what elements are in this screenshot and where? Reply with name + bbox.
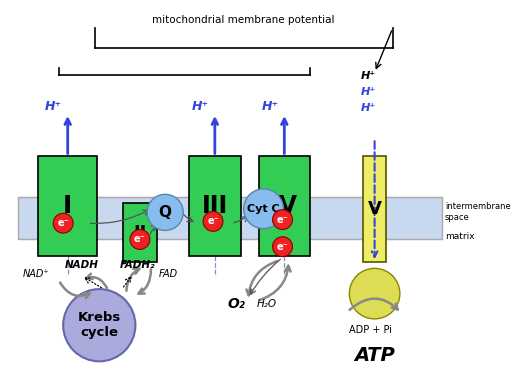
Text: H⁺: H⁺ bbox=[361, 103, 376, 113]
Text: Krebs
cycle: Krebs cycle bbox=[78, 311, 121, 339]
Text: mitochondrial membrane potential: mitochondrial membrane potential bbox=[153, 15, 335, 24]
Text: e⁻: e⁻ bbox=[207, 217, 219, 227]
Text: Q: Q bbox=[159, 205, 172, 220]
Text: intermembrane
space: intermembrane space bbox=[445, 202, 511, 222]
Bar bbox=[363, 156, 387, 262]
Circle shape bbox=[130, 230, 150, 249]
Text: e⁻: e⁻ bbox=[276, 215, 288, 225]
Circle shape bbox=[272, 210, 292, 230]
Circle shape bbox=[53, 213, 73, 233]
Bar bbox=[123, 203, 157, 262]
Text: ADP + Pi: ADP + Pi bbox=[349, 325, 392, 335]
Bar bbox=[18, 197, 442, 240]
Text: H⁺: H⁺ bbox=[45, 100, 62, 113]
Text: I: I bbox=[63, 194, 72, 218]
Text: V: V bbox=[368, 200, 381, 218]
Circle shape bbox=[272, 237, 292, 257]
Text: O₂: O₂ bbox=[227, 298, 245, 311]
Text: H⁺: H⁺ bbox=[361, 71, 376, 81]
Text: II: II bbox=[133, 224, 146, 242]
Text: e⁻: e⁻ bbox=[276, 242, 288, 252]
Text: NAD⁺: NAD⁺ bbox=[23, 269, 49, 279]
Bar bbox=[188, 156, 241, 256]
Text: H⁺: H⁺ bbox=[192, 100, 209, 113]
Text: H⁺: H⁺ bbox=[361, 87, 376, 97]
Text: III: III bbox=[202, 194, 228, 218]
Text: e⁻: e⁻ bbox=[134, 235, 146, 244]
Text: FAD: FAD bbox=[158, 269, 178, 279]
Circle shape bbox=[203, 212, 223, 231]
Circle shape bbox=[63, 289, 135, 361]
Circle shape bbox=[244, 189, 284, 229]
Text: matrix: matrix bbox=[445, 232, 475, 241]
Text: NADH: NADH bbox=[65, 260, 98, 270]
Text: FADH₂: FADH₂ bbox=[119, 260, 155, 270]
Text: e⁻: e⁻ bbox=[57, 218, 69, 228]
Text: H⁺: H⁺ bbox=[261, 100, 279, 113]
Bar bbox=[38, 156, 97, 256]
Text: IV: IV bbox=[271, 194, 298, 218]
Text: ATP: ATP bbox=[354, 345, 395, 364]
Circle shape bbox=[349, 268, 400, 319]
Circle shape bbox=[147, 194, 183, 230]
Text: H₂O: H₂O bbox=[257, 299, 277, 309]
Text: Cyt C: Cyt C bbox=[247, 204, 280, 214]
Bar bbox=[259, 156, 310, 256]
